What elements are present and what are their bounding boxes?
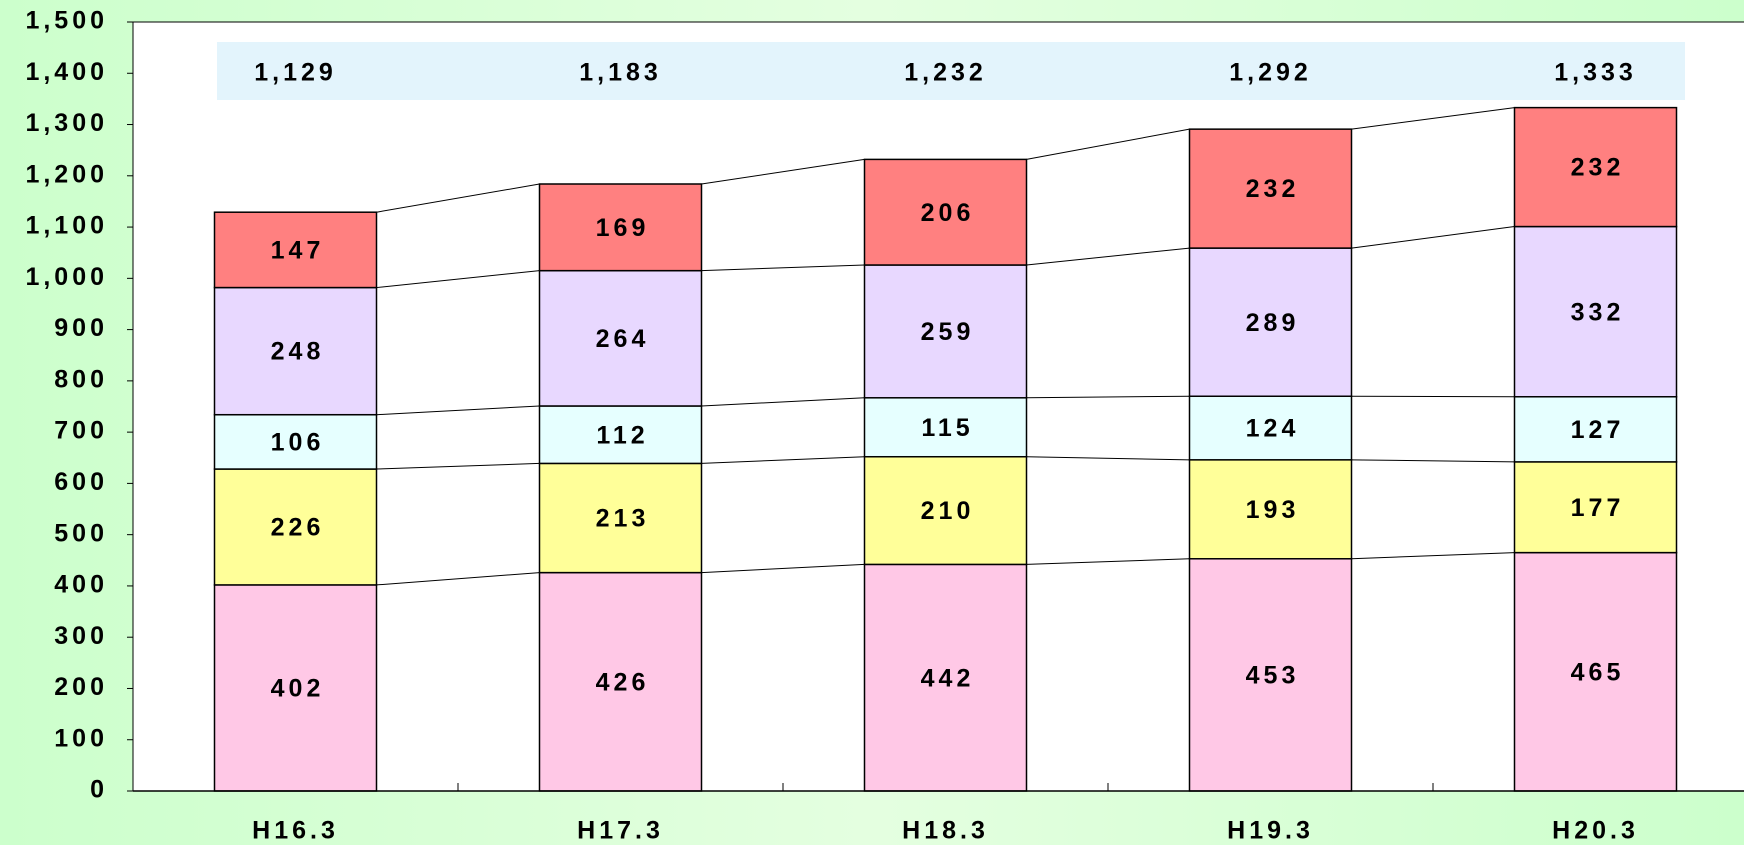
y-tick-label: 1,100 — [25, 212, 108, 240]
segment-label: 206 — [921, 199, 975, 227]
connector-line — [1351, 226, 1515, 249]
segment-label: 226 — [271, 514, 325, 542]
y-tick-label: 400 — [54, 571, 108, 599]
bar-segment — [213, 211, 378, 289]
segment-label: 453 — [1246, 661, 1300, 689]
y-tick-label: 200 — [54, 673, 108, 701]
bar-segment — [538, 571, 703, 792]
segment-label: 177 — [1571, 494, 1625, 522]
segment-label: 210 — [921, 497, 975, 525]
y-tick-label: 1,400 — [25, 58, 108, 86]
y-tick-label: 0 — [90, 776, 108, 804]
connector-line — [1026, 247, 1190, 266]
x-tick-label: H17.3 — [577, 817, 664, 845]
y-tick-label: 1,200 — [25, 160, 108, 188]
segment-label: 169 — [596, 214, 650, 242]
total-label: 1,183 — [579, 59, 662, 87]
connector-line — [1026, 128, 1190, 160]
connector-line — [376, 572, 540, 586]
connector-line — [701, 456, 865, 464]
y-tick-label: 300 — [54, 622, 108, 650]
total-label: 1,292 — [1229, 59, 1312, 87]
bar-segment — [213, 413, 378, 470]
bar-segment — [213, 584, 378, 792]
y-tick-label: 900 — [54, 314, 108, 342]
bar-segment — [1513, 551, 1678, 792]
segment-label: 213 — [596, 505, 650, 533]
connector-line — [1351, 107, 1515, 130]
bar-segment — [1188, 247, 1353, 397]
segment-label: 259 — [921, 318, 975, 346]
segment-label: 193 — [1246, 496, 1300, 524]
connector-line — [376, 462, 540, 470]
segment-label: 402 — [271, 675, 325, 703]
connector-line — [701, 397, 865, 407]
segment-label: 248 — [271, 338, 325, 366]
y-tick-label: 600 — [54, 468, 108, 496]
segment-label: 115 — [921, 414, 973, 442]
x-tick-label: H16.3 — [252, 817, 339, 845]
y-tick-label: 100 — [54, 724, 108, 752]
segment-label: 332 — [1571, 298, 1625, 326]
segment-label: 465 — [1571, 658, 1625, 686]
total-label: 1,129 — [254, 59, 337, 87]
segment-label: 232 — [1571, 154, 1625, 182]
y-tick-label: 1,300 — [25, 109, 108, 137]
y-tick-label: 800 — [54, 365, 108, 393]
bar-segment — [538, 462, 703, 574]
bar-segment — [1188, 128, 1353, 249]
bar-segment — [863, 563, 1028, 792]
bar-segment — [1513, 461, 1678, 554]
connector-line — [1026, 395, 1190, 399]
connector-line — [701, 563, 865, 574]
bar-segment — [1513, 106, 1678, 228]
segment-label: 426 — [596, 668, 650, 696]
y-tick-label: 700 — [54, 417, 108, 445]
total-label: 1,232 — [904, 59, 987, 87]
bar-segment — [1188, 459, 1353, 560]
segment-label: 127 — [1571, 416, 1625, 444]
segment-label: 124 — [1246, 415, 1300, 443]
connector-line — [376, 405, 540, 416]
connector-line — [1351, 552, 1515, 560]
segment-label: 106 — [271, 428, 325, 456]
bar-segment — [1188, 558, 1353, 792]
connector-line — [376, 270, 540, 289]
bar-segment — [1188, 395, 1353, 461]
x-tick-label: H19.3 — [1227, 817, 1314, 845]
totals-band — [217, 42, 1685, 100]
bar-segment — [1513, 396, 1678, 463]
bar-segment — [538, 405, 703, 465]
connector-line — [1351, 395, 1515, 398]
segment-label: 289 — [1246, 309, 1300, 337]
y-tick-label: 500 — [54, 519, 108, 547]
total-label: 1,333 — [1554, 59, 1637, 87]
bar-segment — [538, 183, 703, 272]
segment-label: 442 — [921, 664, 975, 692]
segment-label: 264 — [596, 325, 650, 353]
connector-line — [701, 158, 865, 185]
connector-line — [1351, 459, 1515, 463]
bar-segment — [863, 455, 1028, 566]
bar-segment — [213, 286, 378, 416]
connector-line — [1026, 456, 1190, 461]
connector-line — [701, 264, 865, 272]
connector-line — [376, 183, 540, 213]
bar-segment — [863, 158, 1028, 266]
y-tick-label: 1,500 — [25, 7, 108, 35]
bar-segment — [1513, 225, 1678, 398]
bar-segment — [863, 397, 1028, 458]
x-tick-label: H18.3 — [902, 817, 989, 845]
x-tick-label: H20.3 — [1552, 817, 1639, 845]
segment-label: 112 — [596, 421, 648, 449]
bar-segment — [213, 468, 378, 586]
segment-label: 147 — [271, 236, 325, 264]
connector-line — [1026, 558, 1190, 565]
y-tick-label: 1,000 — [25, 263, 108, 291]
segment-label: 232 — [1246, 175, 1300, 203]
